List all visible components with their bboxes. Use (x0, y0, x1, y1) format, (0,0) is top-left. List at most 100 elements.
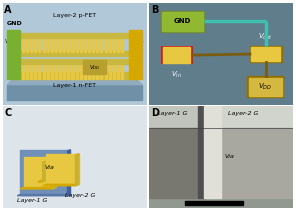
Text: D: D (151, 108, 159, 118)
Bar (43, 62, 45, 79)
Bar (88, 36, 90, 52)
Bar (18, 62, 20, 79)
Bar (96, 36, 98, 52)
Bar (13, 59, 136, 64)
Bar (76, 36, 78, 52)
Bar (18, 36, 20, 52)
Bar (109, 62, 111, 79)
Polygon shape (42, 161, 47, 180)
Bar (109, 36, 111, 52)
Bar (80, 36, 82, 52)
Bar (100, 62, 102, 79)
Bar (117, 62, 119, 79)
Polygon shape (24, 157, 56, 188)
Bar (51, 36, 53, 52)
Bar (72, 36, 73, 52)
Bar (113, 36, 115, 52)
Bar (92, 36, 94, 52)
Bar (55, 36, 57, 52)
Bar (163, 47, 190, 63)
Bar (161, 46, 193, 64)
Bar (22, 62, 24, 79)
Bar (185, 201, 243, 205)
Bar (26, 62, 28, 79)
Bar (38, 62, 41, 79)
Text: Layer-2 p-FET: Layer-2 p-FET (53, 13, 96, 18)
Bar (92, 62, 94, 79)
Bar (204, 106, 221, 198)
Text: GND: GND (174, 18, 191, 25)
Text: $V_{DD}$: $V_{DD}$ (258, 81, 272, 92)
Text: Layer-1 G: Layer-1 G (17, 198, 48, 203)
Bar (55, 62, 57, 79)
Bar (72, 62, 73, 79)
Text: $V_{DD}$: $V_{DD}$ (89, 63, 101, 72)
Bar (251, 47, 280, 61)
Bar (59, 62, 61, 79)
Text: Layer-1 n-FET: Layer-1 n-FET (53, 83, 96, 88)
Bar (59, 36, 61, 52)
Text: C: C (4, 108, 12, 118)
Bar (47, 62, 49, 79)
Bar (63, 62, 65, 79)
Bar (43, 36, 45, 52)
Polygon shape (46, 154, 79, 184)
Bar (129, 30, 142, 79)
Bar (117, 36, 119, 52)
Bar (161, 11, 204, 32)
Text: $V_{out}$: $V_{out}$ (133, 37, 145, 46)
Text: $V_{in}$: $V_{in}$ (171, 69, 182, 80)
Bar (51, 62, 53, 79)
Bar (163, 12, 202, 31)
Bar (67, 36, 69, 52)
Bar (104, 62, 107, 79)
Bar (121, 36, 123, 52)
Polygon shape (17, 194, 70, 196)
Bar (198, 106, 205, 198)
Bar (38, 36, 41, 52)
Bar (84, 36, 86, 52)
Polygon shape (7, 85, 142, 100)
Bar (13, 33, 136, 38)
Bar (22, 36, 24, 52)
Polygon shape (43, 161, 47, 182)
Text: GND: GND (7, 21, 22, 26)
Bar (63, 36, 65, 52)
Bar (247, 76, 283, 97)
Bar (84, 62, 86, 79)
Bar (30, 62, 32, 79)
Text: $V_{in}$: $V_{in}$ (4, 37, 13, 46)
Text: Layer-2 G: Layer-2 G (65, 193, 96, 198)
Text: Layer-1 G: Layer-1 G (157, 111, 187, 116)
Bar (96, 62, 98, 79)
Bar (30, 36, 32, 52)
Bar (121, 62, 123, 79)
Bar (7, 30, 20, 79)
Bar (100, 36, 102, 52)
Polygon shape (43, 184, 79, 186)
Bar (13, 72, 136, 79)
Bar (113, 62, 115, 79)
Bar (34, 62, 36, 79)
Polygon shape (75, 154, 79, 186)
Text: $V_{out}$: $V_{out}$ (258, 32, 273, 42)
Polygon shape (20, 188, 56, 189)
Bar (104, 36, 107, 52)
Bar (83, 60, 106, 74)
Polygon shape (67, 150, 70, 196)
Polygon shape (53, 157, 56, 189)
Text: Layer-2 G: Layer-2 G (229, 111, 259, 116)
Bar (88, 62, 90, 79)
Bar (34, 36, 36, 52)
Bar (221, 129, 293, 198)
Bar (47, 36, 49, 52)
Polygon shape (20, 150, 70, 194)
Text: Via: Via (224, 155, 234, 159)
Bar (149, 106, 293, 129)
Bar (67, 62, 69, 79)
Bar (221, 106, 293, 129)
Bar (249, 77, 281, 96)
Text: B: B (151, 5, 158, 15)
Bar (250, 46, 281, 62)
Bar (149, 129, 204, 198)
